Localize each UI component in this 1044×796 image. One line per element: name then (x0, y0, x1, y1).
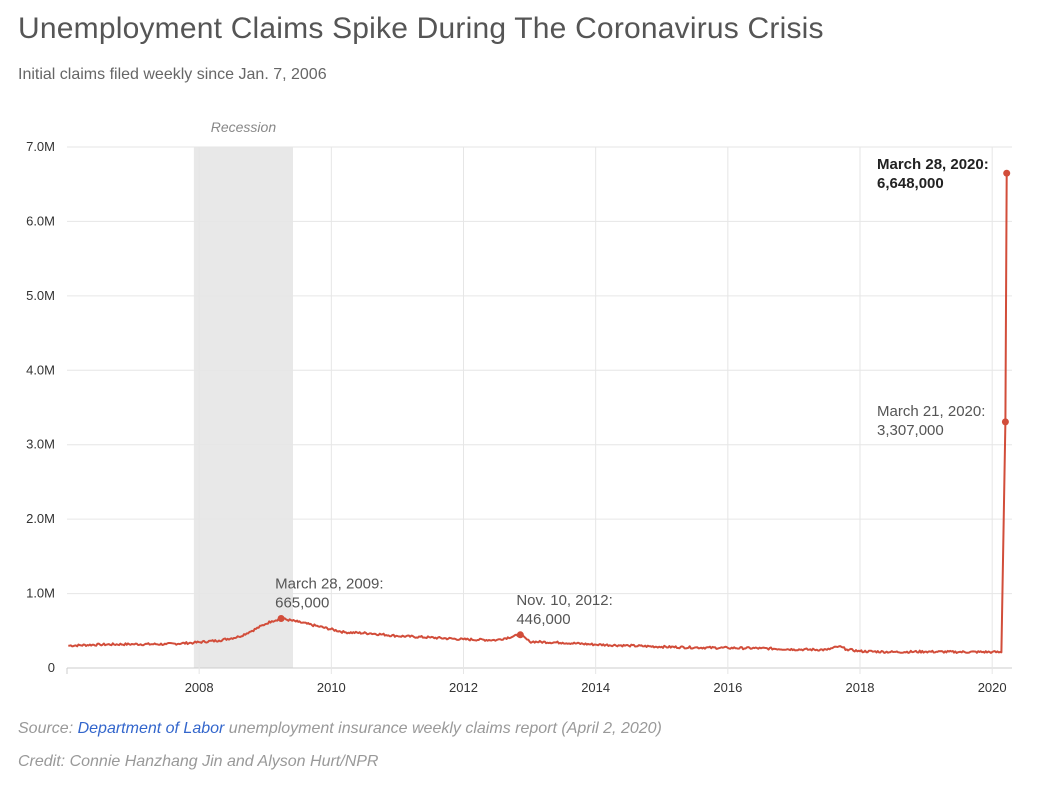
y-tick-label: 1.0M (26, 586, 55, 601)
y-tick-label: 5.0M (26, 288, 55, 303)
annotation-date-label: Nov. 10, 2012: (516, 592, 612, 609)
annotation-layer: March 28, 2009: 665,000 Nov. 10, 2012: 446,… (275, 156, 1011, 639)
x-tick-label: 2020 (978, 680, 1007, 695)
annotation-value-label: 6,648,000 (877, 175, 944, 192)
annotation-value-label: 446,000 (516, 611, 570, 628)
x-tick-label: 2018 (846, 680, 875, 695)
annotation-point (1001, 418, 1009, 426)
series-line (68, 173, 1008, 654)
source-link[interactable]: Department of Labor (77, 720, 225, 737)
x-tick-label: 2016 (713, 680, 742, 695)
axis-layer: 0 1.0M 2.0M 3.0M 4.0M 5.0M 6.0M 7.0M 2008 2010 201… (26, 139, 1007, 695)
annotation-value-label: 3,307,000 (877, 422, 944, 439)
y-tick-label: 0 (48, 660, 55, 675)
x-tick-label: 2010 (317, 680, 346, 695)
x-tick-label: 2014 (581, 680, 610, 695)
y-tick-label: 4.0M (26, 362, 55, 377)
credit-note: Credit: Connie Hanzhang Jin and Alyson H… (18, 753, 379, 770)
annotation-date-label: March 21, 2020: (877, 403, 985, 420)
annotation-date-label: March 28, 2009: (275, 576, 383, 593)
source-prefix: Source: (18, 720, 78, 737)
annotation-date-label: March 28, 2020: (877, 156, 989, 173)
recession-layer: Recession (193, 119, 294, 668)
series-layer (68, 173, 1008, 654)
annotation-value-label: 665,000 (275, 595, 329, 612)
annotation-point (277, 615, 285, 623)
source-note: Source: Department of Labor unemployment… (18, 720, 662, 738)
x-tick-label: 2008 (185, 680, 214, 695)
chart-subtitle: Initial claims filed weekly since Jan. 7… (18, 66, 327, 83)
annotation-point (516, 631, 524, 639)
x-tick-label: 2012 (449, 680, 478, 695)
recession-band (193, 147, 294, 668)
chart-title: Unemployment Claims Spike During The Cor… (18, 12, 824, 45)
annotation-point (1003, 169, 1011, 177)
y-tick-label: 3.0M (26, 437, 55, 452)
y-tick-label: 7.0M (26, 139, 55, 154)
grid-layer (67, 146, 1012, 674)
recession-label: Recession (211, 119, 277, 135)
y-tick-label: 2.0M (26, 511, 55, 526)
y-tick-label: 6.0M (26, 213, 55, 228)
source-suffix: unemployment insurance weekly claims rep… (224, 720, 662, 737)
